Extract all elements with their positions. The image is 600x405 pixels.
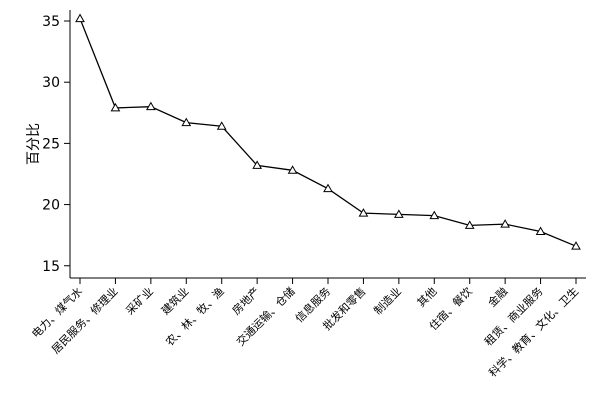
series-layer [75,13,581,250]
data-point [393,209,404,218]
data-point [287,165,298,174]
x-tick-label: 制造业 [371,284,404,317]
data-point [500,219,511,228]
data-point [75,13,85,23]
x-tick-label: 其他 [415,285,440,310]
y-tick-label: 25 [42,136,60,152]
data-point [252,160,263,169]
y-tick-label: 15 [42,259,60,275]
y-tick-label: 30 [42,75,60,91]
x-tick-label: 采矿业 [123,285,156,318]
y-tick-label: 20 [42,198,60,214]
data-point [429,210,440,220]
x-tick-label: 建筑业 [158,284,191,317]
data-point [358,208,369,217]
axes [64,10,586,284]
y-axis-title: 百分比 [26,123,42,165]
data-point [181,117,192,127]
data-point [323,183,333,193]
x-tick-label: 房地产 [229,284,262,317]
series-line [79,18,577,247]
y-tick-label: 35 [42,14,60,30]
data-point [464,220,475,229]
data-point [110,102,121,112]
x-tick-label: 居民服务、修理业 [48,284,120,356]
data-point [571,241,581,250]
data-point [216,121,227,130]
data-point [145,101,156,111]
data-point [535,226,546,235]
x-tick-label: 金融 [485,284,510,309]
